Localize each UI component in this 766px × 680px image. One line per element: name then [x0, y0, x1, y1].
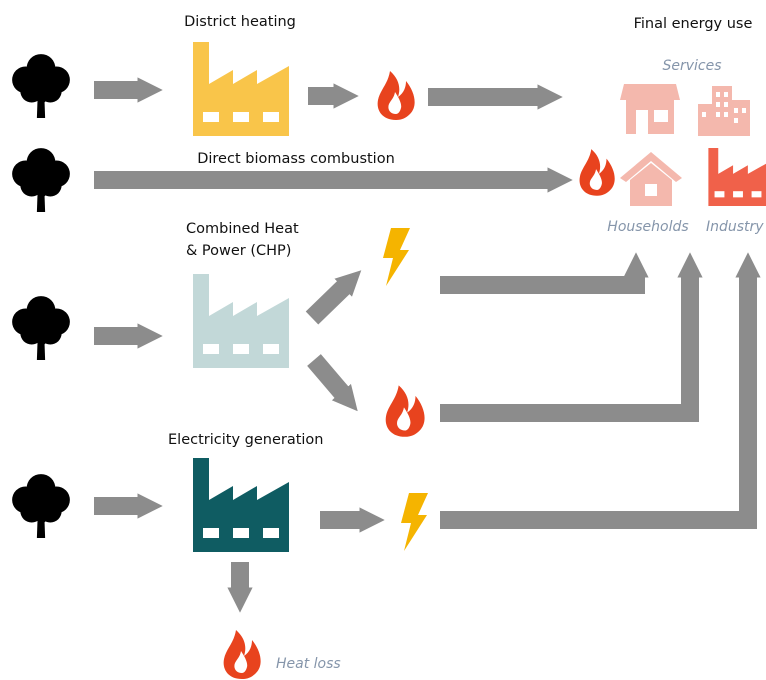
factory	[193, 458, 289, 552]
heat-icon	[385, 385, 425, 437]
tree	[12, 474, 70, 538]
households-icon	[620, 152, 682, 206]
electricity-icon	[383, 228, 410, 286]
heat-icon	[223, 630, 261, 679]
factory	[193, 274, 289, 368]
label: & Power (CHP)	[186, 243, 291, 259]
label: Final energy use	[634, 16, 753, 32]
tree	[12, 296, 70, 360]
electricity-icon	[401, 493, 428, 551]
tree	[12, 54, 70, 118]
label: Combined Heat	[186, 221, 299, 237]
industry-icon	[708, 148, 766, 206]
label: Heat loss	[276, 656, 341, 672]
label: Services	[662, 58, 721, 74]
factory	[193, 42, 289, 136]
label: Industry	[706, 219, 764, 235]
label: Direct biomass combustion	[197, 151, 395, 167]
tree	[12, 148, 70, 212]
heat-icon	[579, 149, 615, 196]
label: Households	[607, 219, 688, 235]
label: District heating	[184, 14, 296, 30]
label: Electricity generation	[168, 432, 324, 448]
heat-icon	[377, 71, 415, 120]
flows	[94, 77, 761, 613]
services-icons	[620, 84, 750, 136]
